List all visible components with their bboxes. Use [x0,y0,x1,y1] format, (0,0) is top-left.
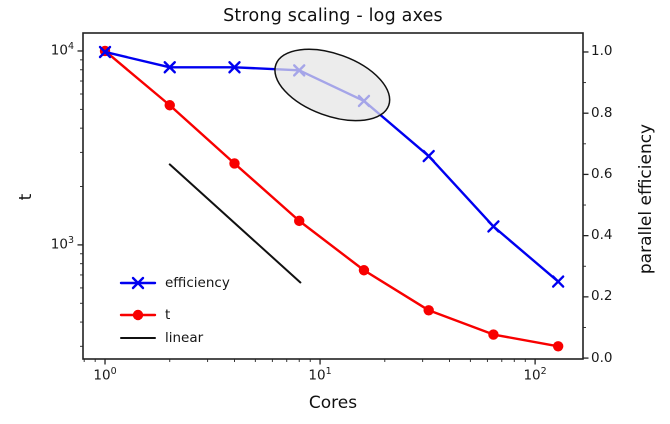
efficiency-marker [422,149,435,163]
y-left-tick-label: 104 [50,40,74,59]
y-axis-label-left: t [16,193,36,201]
y-axis-label-right: parallel efficiency [636,123,656,275]
y-right-tick-label: 0.2 [591,288,613,305]
legend: efficiency t linear [118,272,258,350]
y-right-tick-label: 0.4 [591,227,613,244]
linear-line [168,163,302,284]
legend-label-t: t [165,307,171,323]
efficiency-marker [228,61,241,74]
t-marker [423,305,434,316]
legend-item-linear: linear [118,327,203,349]
t-marker [229,158,240,169]
y-right-tick-label: 0.0 [591,349,613,366]
legend-label-linear: linear [165,330,204,346]
t-marker [552,341,564,352]
y-right-tick-label: 1.0 [591,43,613,60]
t-legend-marker [132,309,144,321]
efficiency-legend-marker [131,276,145,290]
t-marker [294,215,305,227]
legend-label-efficiency: efficiency [165,275,230,291]
x-tick-label: 102 [523,366,547,384]
annotation-ellipse [274,48,391,122]
t-marker [358,265,370,276]
efficiency-marker [163,61,176,74]
x-tick-label: 100 [93,366,117,384]
efficiency-marker [487,220,500,233]
plot-border [82,32,584,360]
x-axis-label: Cores [308,393,358,413]
t-marker [488,329,499,340]
legend-sample-linear [120,337,156,339]
y-right-tick-label: 0.8 [591,104,613,121]
legend-item-t: t [118,304,170,326]
y-left-tick-label: 103 [50,234,74,253]
t-marker [164,100,175,111]
y-right-tick-label: 0.6 [591,165,613,182]
x-tick-label: 101 [308,366,332,384]
legend-sample-t [119,309,157,321]
efficiency-marker [98,45,112,59]
efficiency-marker [551,275,565,288]
legend-item-efficiency: efficiency [118,272,230,294]
legend-sample-efficiency [119,276,157,290]
t-line [103,49,560,348]
chart-title: Strong scaling - log axes [223,6,443,26]
